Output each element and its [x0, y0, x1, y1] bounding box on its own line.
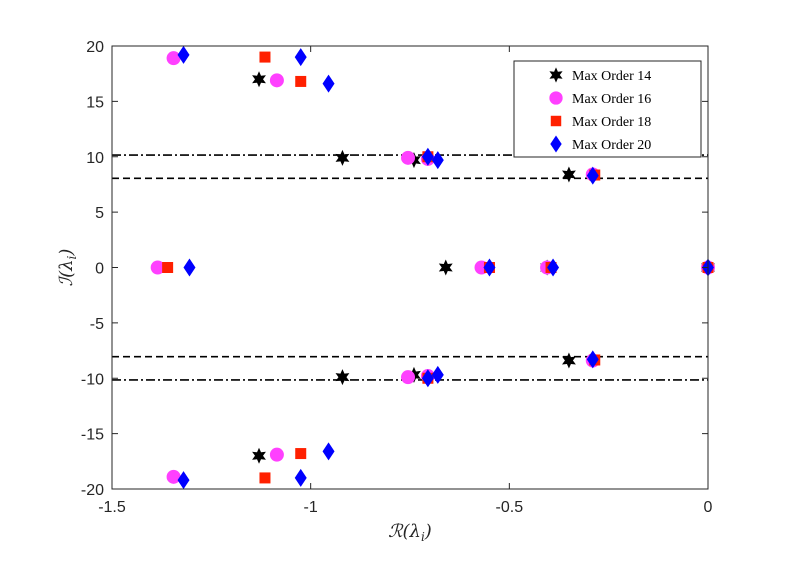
data-point-diamond [294, 468, 307, 487]
data-point-hexagram [438, 259, 453, 276]
data-point-hexagram [335, 149, 350, 166]
data-point-square [259, 51, 271, 63]
data-point-square [295, 75, 307, 87]
data-point-diamond [586, 166, 599, 185]
x-tick-label: -1 [304, 499, 318, 516]
data-point-circle [150, 260, 165, 275]
legend-label: Max Order 14 [572, 69, 651, 84]
data-point-diamond [547, 258, 560, 277]
x-axis-label: ℛ(λi) [388, 521, 432, 544]
data-point-hexagram [562, 352, 576, 369]
data-point-diamond [294, 48, 307, 67]
y-tick-label: -20 [81, 482, 104, 499]
data-point-diamond [322, 74, 335, 93]
data-point-hexagram [252, 447, 266, 464]
y-tick-label: -5 [90, 316, 104, 333]
data-point-circle [166, 469, 181, 484]
legend-marker-hexagram [549, 67, 563, 83]
legend-label: Max Order 18 [572, 115, 651, 130]
y-tick-label: 20 [86, 39, 104, 56]
x-tick-label: -1.5 [98, 499, 126, 516]
axis-ticks: -1.5 -1 -0.5 0 -20 -15 -10 -5 0 5 10 15 20 [81, 39, 713, 516]
legend-marker-diamond [550, 135, 562, 153]
legend-marker-circle [549, 91, 563, 105]
series-diamond [177, 45, 714, 490]
data-point-circle [401, 370, 416, 385]
data-point-circle [269, 73, 284, 88]
data-markers [150, 45, 715, 490]
data-point-diamond [177, 471, 190, 490]
data-point-hexagram [335, 369, 350, 386]
y-tick-label: -10 [81, 371, 104, 388]
data-point-diamond [322, 442, 335, 461]
data-point-hexagram [562, 166, 576, 183]
data-point-diamond [483, 258, 496, 277]
legend-box [513, 60, 702, 158]
data-point-diamond [431, 151, 444, 170]
y-tick-label: 15 [86, 94, 104, 111]
data-point-circle [401, 150, 416, 165]
legend-label: Max Order 20 [572, 138, 651, 153]
y-tick-label: 0 [95, 261, 104, 278]
y-tick-label: 5 [95, 205, 104, 222]
data-point-square [295, 448, 307, 460]
data-point-diamond [183, 258, 196, 277]
data-point-square [162, 262, 174, 273]
y-axis-label: ℐ(λi) [56, 249, 79, 287]
data-point-diamond [431, 365, 444, 384]
data-point-diamond [421, 147, 434, 166]
legend-label: Max Order 16 [572, 92, 651, 107]
legend-marker-square [550, 115, 562, 127]
data-point-diamond [177, 45, 190, 64]
x-tick-label: 0 [704, 499, 713, 516]
x-tick-label: -0.5 [496, 499, 524, 516]
data-point-hexagram [252, 71, 266, 88]
y-tick-label: 10 [86, 150, 104, 167]
data-point-square [259, 472, 271, 484]
data-point-diamond [421, 369, 434, 388]
data-point-circle [166, 51, 181, 66]
legend: Max Order 14 Max Order 16 Max Order 18 Max … [513, 60, 702, 158]
data-point-diamond [586, 350, 599, 369]
data-point-circle [269, 447, 284, 462]
y-tick-label: -15 [81, 427, 104, 444]
